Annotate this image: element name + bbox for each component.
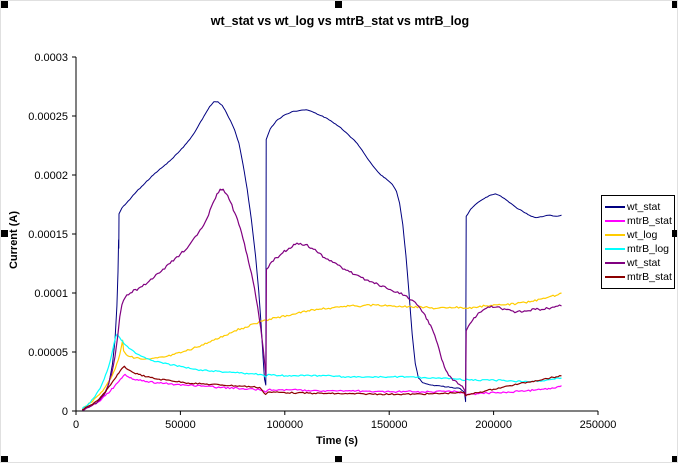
chart-title: wt_stat vs wt_log vs mtrB_stat vs mtrB_l… bbox=[210, 14, 470, 28]
x-tick-label: 0 bbox=[73, 419, 79, 431]
legend-item-wt_log-2[interactable]: wt_log bbox=[605, 228, 672, 242]
x-axis-label: Time (s) bbox=[316, 435, 358, 447]
legend-label: wt_log bbox=[627, 229, 658, 241]
legend-label: wt_stat bbox=[627, 257, 661, 269]
legend-item-mtrB_stat-5[interactable]: mtrB_stat bbox=[605, 270, 672, 284]
legend-label: mtrB_log bbox=[627, 243, 670, 255]
legend[interactable]: wt_stat mtrB_stat wt_log mtrB_log wt_stat mtr… bbox=[601, 195, 675, 289]
legend-item-mtrB_stat-1[interactable]: mtrB_stat bbox=[605, 214, 672, 228]
y-tick-label: 0 bbox=[62, 406, 68, 418]
legend-line-swatch bbox=[605, 220, 625, 222]
selection-handle-bottom-middle[interactable] bbox=[335, 456, 342, 462]
legend-item-wt_stat-4[interactable]: wt_stat bbox=[605, 256, 672, 270]
y-tick-label: 0.00005 bbox=[28, 347, 68, 359]
y-tick-label: 0.0002 bbox=[34, 170, 68, 182]
y-axis-label: Current (A) bbox=[8, 210, 20, 270]
legend-label: mtrB_stat bbox=[627, 215, 672, 227]
selection-handle-bottom-left[interactable] bbox=[1, 456, 8, 462]
series-line-wt_stat-4[interactable] bbox=[82, 188, 562, 411]
legend-item-wt_stat-0[interactable]: wt_stat bbox=[605, 200, 672, 214]
series-line-mtrB_stat-5[interactable] bbox=[82, 365, 562, 411]
y-tick-label: 0.00025 bbox=[28, 111, 68, 123]
legend-line-swatch bbox=[605, 248, 625, 250]
legend-label: mtrB_stat bbox=[627, 271, 672, 283]
selection-handle-top-right[interactable] bbox=[672, 1, 677, 8]
x-tick-label: 100000 bbox=[266, 419, 303, 431]
x-tick-label: 250000 bbox=[580, 419, 617, 431]
y-tick-label: 0.0001 bbox=[34, 288, 68, 300]
series-line-mtrB_log-3[interactable] bbox=[81, 333, 562, 410]
selection-handle-bottom-right[interactable] bbox=[672, 456, 677, 462]
x-tick-label: 150000 bbox=[371, 419, 408, 431]
legend-line-swatch bbox=[605, 234, 625, 236]
selection-handle-middle-right[interactable] bbox=[672, 230, 677, 237]
legend-label: wt_stat bbox=[627, 201, 661, 213]
selection-handle-top-left[interactable] bbox=[1, 1, 8, 8]
x-tick-label: 50000 bbox=[165, 419, 196, 431]
legend-line-swatch bbox=[605, 206, 625, 208]
legend-line-swatch bbox=[605, 262, 625, 264]
legend-item-mtrB_log-3[interactable]: mtrB_log bbox=[605, 242, 672, 256]
selection-handle-middle-left[interactable] bbox=[1, 230, 8, 237]
y-tick-label: 0.0003 bbox=[34, 52, 68, 64]
series-line-wt_stat-0[interactable] bbox=[82, 101, 562, 411]
series-line-wt_log-2[interactable] bbox=[81, 292, 562, 410]
y-tick-label: 0.00015 bbox=[28, 229, 68, 241]
legend-line-swatch bbox=[605, 276, 625, 278]
series-line-mtrB_stat-1[interactable] bbox=[82, 373, 562, 411]
selection-handle-top-middle[interactable] bbox=[335, 1, 342, 8]
x-tick-label: 200000 bbox=[475, 419, 512, 431]
